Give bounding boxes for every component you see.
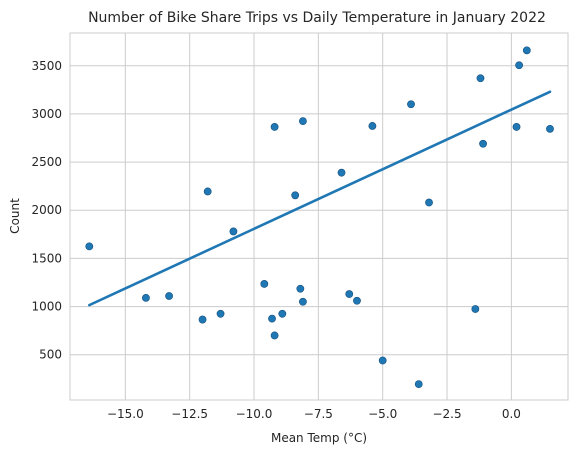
data-point <box>216 309 225 318</box>
y-tick-label: 2500 <box>31 155 62 169</box>
data-point <box>142 293 150 302</box>
data-point <box>268 314 276 323</box>
x-tick-label: −12.5 <box>171 407 208 421</box>
data-point <box>85 242 94 251</box>
y-tick-label: 500 <box>39 348 62 362</box>
data-point <box>368 122 377 130</box>
data-point <box>414 380 423 389</box>
grid-lines <box>70 33 568 400</box>
data-point <box>512 123 521 131</box>
y-tick-labels: 500 1000 1500 2000 2500 3000 3500 <box>31 59 62 362</box>
data-point <box>345 290 354 298</box>
x-tick-label: −5.0 <box>368 407 397 421</box>
data-point <box>546 124 554 133</box>
data-point <box>203 187 212 196</box>
x-tick-label: 0.0 <box>502 407 521 421</box>
data-point <box>522 46 531 55</box>
data-point <box>299 117 307 126</box>
data-point <box>476 74 485 83</box>
data-point <box>270 123 279 131</box>
scatter-points <box>85 46 554 389</box>
chart-title: Number of Bike Share Trips vs Daily Temp… <box>88 10 546 26</box>
regression-line <box>88 90 552 307</box>
x-tick-label: −2.5 <box>432 407 461 421</box>
data-point <box>407 100 415 109</box>
y-tick-label: 2000 <box>31 203 62 217</box>
data-point <box>198 315 207 324</box>
data-point <box>471 305 480 313</box>
data-point <box>337 168 346 177</box>
y-tick-label: 3500 <box>31 59 62 73</box>
y-tick-label: 1500 <box>31 251 62 265</box>
data-point <box>479 139 487 148</box>
x-tick-label: −7.5 <box>304 407 333 421</box>
x-axis-label: Mean Temp (°C) <box>271 431 367 445</box>
y-tick-label: 1000 <box>31 300 62 314</box>
regression-line-group <box>88 90 552 307</box>
data-point <box>515 61 524 70</box>
data-point <box>260 280 269 288</box>
data-point <box>299 297 307 306</box>
data-point <box>296 284 305 293</box>
data-point <box>229 227 238 236</box>
data-point <box>270 331 279 340</box>
x-tick-labels: −15.0 −12.5 −10.0 −7.5 −5.0 −2.5 0.0 <box>107 407 521 421</box>
data-point <box>291 191 300 200</box>
x-tick-label: −10.0 <box>236 407 273 421</box>
plot-frame <box>69 32 569 401</box>
data-point <box>425 198 433 207</box>
data-point <box>165 292 173 300</box>
y-tick-label: 3000 <box>31 107 62 121</box>
y-axis-label: Count <box>8 198 22 234</box>
data-point <box>353 296 361 305</box>
data-point <box>378 356 387 365</box>
data-point <box>278 309 287 318</box>
x-tick-label: −15.0 <box>107 407 144 421</box>
